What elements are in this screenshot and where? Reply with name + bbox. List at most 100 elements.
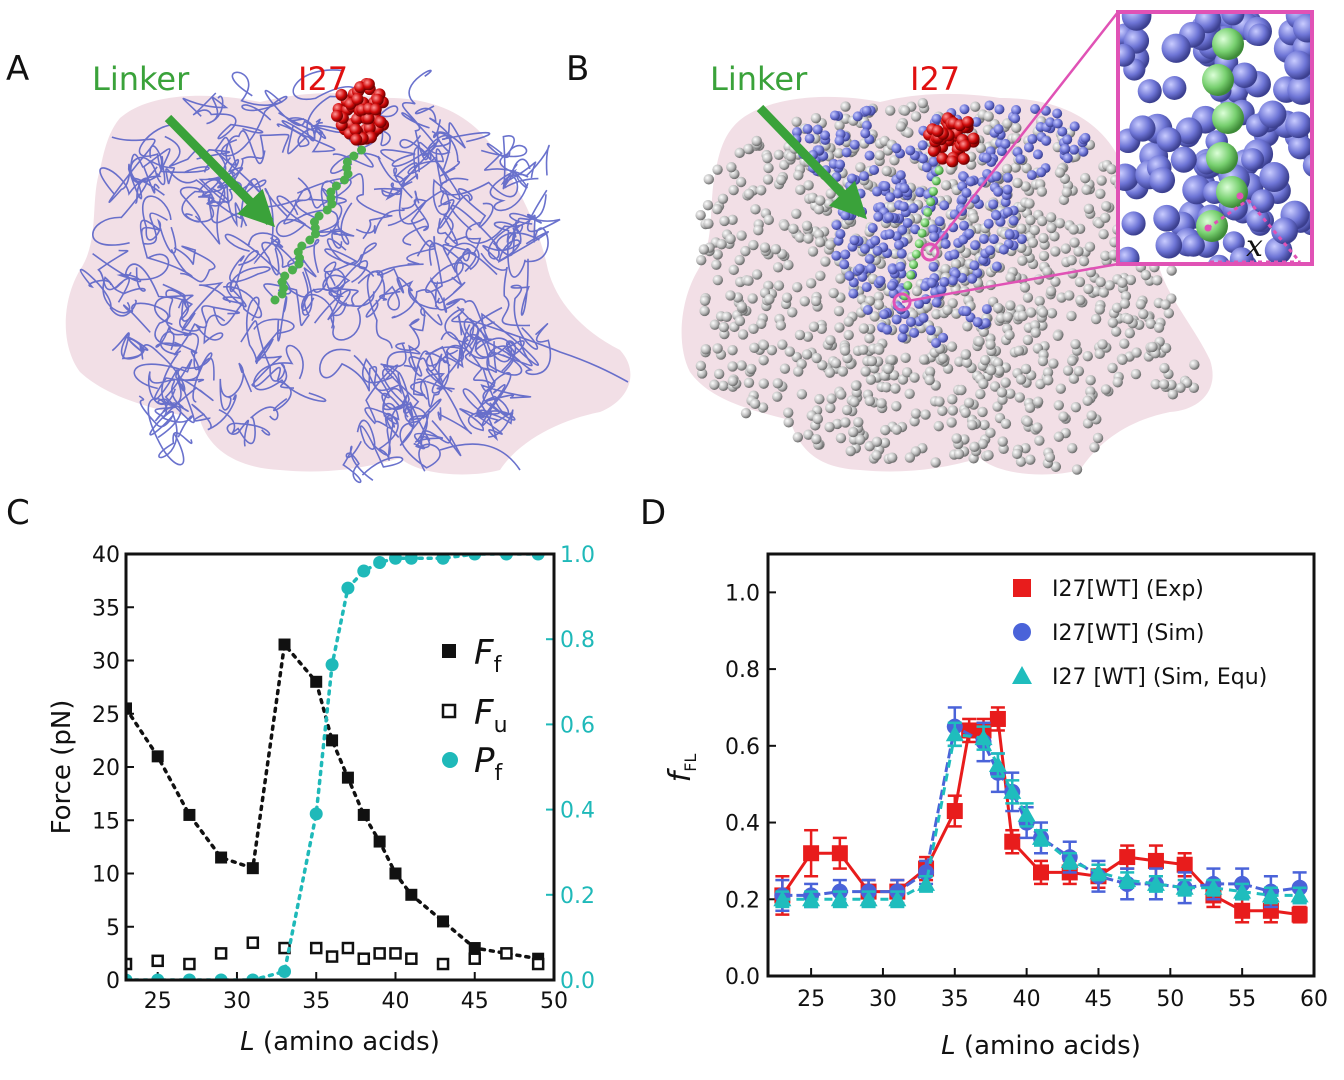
x-tick-label: 45	[1084, 987, 1112, 1012]
rna-sphere	[979, 419, 990, 431]
tunnel-sphere	[925, 325, 936, 336]
rna-sphere	[1153, 322, 1165, 333]
rna-sphere	[727, 214, 738, 226]
linker-residue	[305, 235, 315, 245]
point-sim-equ	[773, 890, 792, 907]
inset-blue-sphere	[1155, 231, 1183, 259]
rna-sphere	[795, 184, 806, 196]
rna-strand	[329, 220, 355, 249]
point-exp	[1033, 864, 1049, 881]
tunnel-sphere	[835, 229, 846, 240]
rna-sphere	[871, 436, 883, 448]
rna-sphere	[954, 356, 965, 367]
inset-blue-sphere	[1241, 148, 1265, 172]
rna-sphere	[983, 111, 994, 122]
rna-sphere	[937, 405, 948, 417]
tunnel-sphere	[835, 159, 846, 170]
rna-sphere	[942, 304, 953, 316]
rna-sphere	[758, 339, 770, 351]
rna-sphere	[946, 341, 958, 352]
rna-strand	[493, 221, 540, 278]
plot-area-d	[773, 706, 1309, 924]
rna-sphere	[967, 419, 978, 431]
tunnel-sphere	[908, 203, 919, 214]
inset-blue-sphere	[1118, 43, 1136, 67]
tunnel-sphere	[1036, 167, 1047, 178]
rna-sphere	[1045, 212, 1057, 223]
rna-sphere	[1106, 164, 1117, 175]
point-pf	[309, 807, 323, 821]
rna-strand	[484, 142, 529, 178]
point-pf	[468, 554, 482, 561]
linker-residue	[349, 151, 359, 161]
rna-sphere	[1019, 282, 1031, 293]
rna-strand	[138, 395, 193, 438]
rna-sphere	[814, 393, 825, 405]
rna-sphere	[772, 262, 784, 273]
tunnel-sphere	[902, 217, 913, 228]
rna-sphere	[1100, 212, 1111, 223]
rna-sphere	[961, 357, 973, 368]
x-tick-label: 25	[144, 989, 172, 1014]
inset-blue-sphere	[1129, 115, 1156, 142]
tunnel-sphere	[872, 245, 883, 256]
rna-strand	[397, 372, 431, 442]
rna-sphere	[977, 406, 988, 418]
tunnel-marker-top	[920, 242, 940, 262]
point-ff	[373, 835, 386, 848]
rna-sphere	[1158, 379, 1170, 390]
rna-strand	[425, 368, 472, 435]
rna-sphere	[696, 254, 707, 266]
rna-sphere	[727, 361, 738, 372]
rna-strand	[247, 232, 303, 271]
rna-sphere	[728, 264, 739, 276]
rna-strand	[476, 341, 510, 419]
rna-strand	[138, 124, 210, 174]
linker-bead	[920, 218, 930, 228]
rna-sphere	[736, 301, 748, 312]
tunnel-sphere	[998, 244, 1009, 255]
panel-d: D 0.0 0.2 0.4 0.6 0.8 1.0 25 30 35 40 45 50 55 60 I27[…	[640, 493, 1328, 1061]
y-tick-label: 0.2	[725, 888, 760, 913]
tunnel-sphere	[865, 263, 876, 274]
x-tick-label: 40	[381, 989, 409, 1014]
rna-sphere	[1044, 452, 1056, 463]
rna-sphere	[836, 389, 847, 400]
rna-sphere	[833, 305, 845, 317]
rna-sphere	[876, 398, 887, 409]
rna-sphere	[1070, 339, 1081, 350]
tunnel-sphere	[861, 282, 872, 293]
tunnel-sphere	[931, 337, 942, 348]
y-tick-label: 0.4	[725, 812, 760, 837]
rna-sphere	[1015, 374, 1027, 385]
tunnel-sphere	[918, 153, 929, 164]
x-tick-label: 25	[797, 987, 825, 1012]
point-ff	[278, 638, 291, 651]
y2-tick-label: 0.8	[560, 628, 595, 653]
point-sim-equ	[988, 756, 1007, 772]
rna-sphere	[843, 316, 854, 327]
rna-sphere	[728, 184, 739, 196]
plot-frame-d	[766, 552, 1316, 978]
linker-residue	[280, 271, 290, 281]
tunnel-sphere	[981, 152, 992, 163]
tunnel-sphere	[931, 113, 942, 124]
rna-strand	[324, 268, 359, 307]
linker-bead	[917, 228, 927, 238]
rna-sphere	[950, 258, 962, 270]
tunnel-sphere	[848, 288, 859, 299]
rna-sphere	[1159, 362, 1170, 374]
y-tick-label: 15	[92, 809, 120, 834]
rna-sphere	[996, 387, 1008, 398]
rna-sphere	[871, 450, 882, 461]
rna-strand	[402, 190, 452, 246]
rna-sphere	[725, 233, 736, 245]
rna-sphere	[756, 318, 767, 330]
tunnel-sphere	[1010, 113, 1021, 124]
point-fu	[183, 957, 196, 971]
rna-sphere	[918, 354, 930, 365]
rna-sphere	[1082, 395, 1093, 406]
tunnel-sphere	[872, 186, 883, 197]
rna-sphere	[1140, 269, 1152, 281]
rna-sphere	[770, 243, 782, 255]
